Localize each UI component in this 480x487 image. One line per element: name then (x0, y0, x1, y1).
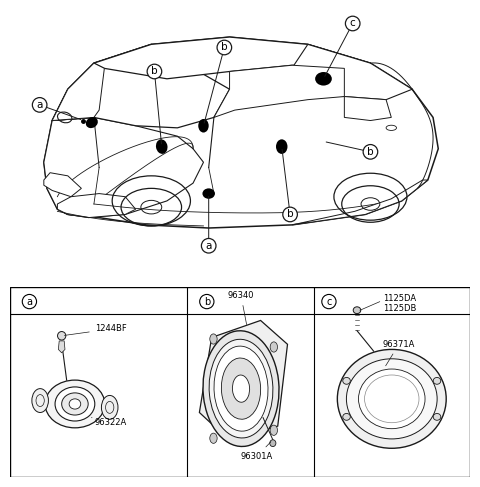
Ellipse shape (69, 399, 81, 409)
Polygon shape (52, 44, 229, 128)
Polygon shape (52, 63, 104, 121)
Text: 96301A: 96301A (241, 442, 273, 461)
Polygon shape (94, 37, 371, 79)
Ellipse shape (270, 342, 277, 352)
Text: b: b (221, 42, 228, 53)
Polygon shape (199, 320, 288, 440)
Ellipse shape (210, 433, 217, 443)
Text: 96322A: 96322A (92, 418, 127, 427)
Polygon shape (44, 173, 82, 197)
Ellipse shape (209, 339, 273, 438)
Text: 96340: 96340 (228, 291, 254, 324)
Text: b: b (204, 297, 210, 307)
Text: a: a (36, 100, 43, 110)
Ellipse shape (101, 395, 118, 419)
Ellipse shape (315, 72, 332, 86)
Ellipse shape (214, 346, 268, 431)
Text: 1125DB: 1125DB (383, 304, 416, 313)
Ellipse shape (198, 119, 209, 132)
Ellipse shape (270, 425, 277, 435)
Text: a: a (205, 241, 212, 251)
Ellipse shape (347, 359, 437, 439)
Ellipse shape (433, 413, 441, 420)
Ellipse shape (55, 387, 95, 421)
Polygon shape (214, 65, 344, 117)
Text: 96371A: 96371A (383, 340, 415, 366)
Polygon shape (287, 44, 412, 100)
Text: 1244BF: 1244BF (64, 324, 127, 336)
Ellipse shape (86, 117, 98, 128)
Text: a: a (26, 297, 33, 307)
Ellipse shape (32, 389, 48, 412)
Ellipse shape (203, 188, 215, 199)
Polygon shape (344, 96, 391, 121)
Ellipse shape (58, 332, 66, 340)
Ellipse shape (45, 380, 105, 428)
Polygon shape (292, 180, 428, 225)
Ellipse shape (232, 375, 250, 402)
Polygon shape (44, 37, 438, 228)
Ellipse shape (343, 377, 350, 384)
Ellipse shape (210, 334, 217, 344)
Text: b: b (151, 67, 158, 76)
Ellipse shape (156, 139, 168, 154)
Ellipse shape (337, 350, 446, 448)
Ellipse shape (353, 307, 361, 314)
Text: b: b (287, 209, 293, 220)
Polygon shape (58, 193, 136, 218)
Ellipse shape (270, 440, 276, 447)
Ellipse shape (276, 139, 288, 154)
Ellipse shape (359, 369, 425, 429)
Text: b: b (367, 147, 374, 157)
Text: c: c (326, 297, 332, 307)
Ellipse shape (433, 377, 441, 384)
Polygon shape (44, 117, 204, 218)
Polygon shape (59, 341, 65, 353)
FancyBboxPatch shape (10, 287, 470, 477)
Text: c: c (350, 19, 356, 29)
Ellipse shape (221, 358, 261, 419)
Ellipse shape (203, 331, 279, 447)
Ellipse shape (343, 413, 350, 420)
Ellipse shape (61, 393, 88, 415)
Text: 1125DA: 1125DA (383, 294, 416, 303)
